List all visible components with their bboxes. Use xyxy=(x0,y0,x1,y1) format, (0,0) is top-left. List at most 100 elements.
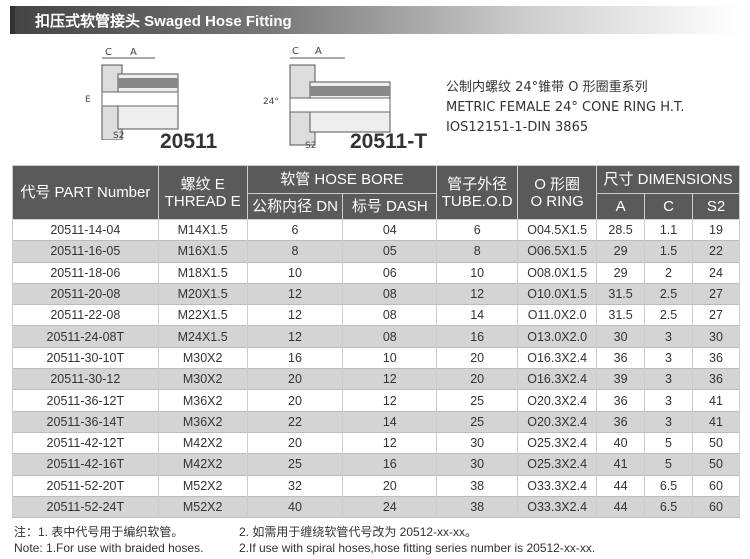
cell-tube: 8 xyxy=(436,240,519,263)
cell-dn: 10 xyxy=(246,262,344,284)
cell-dash: 12 xyxy=(342,389,438,412)
cell-s2: 41 xyxy=(692,411,740,433)
cell-thread: M14X1.5 xyxy=(157,219,248,241)
cell-thread: M20X1.5 xyxy=(157,283,248,305)
fitting-code: 20511 xyxy=(160,130,218,153)
cell-tube: 30 xyxy=(436,453,519,476)
section-title: 扣压式软管接头 Swaged Hose Fitting xyxy=(35,13,292,30)
cell-c: 1.5 xyxy=(644,240,693,263)
cell-s2: 60 xyxy=(692,496,740,518)
label-a: A xyxy=(130,47,137,58)
table-row: 20511-36-14T M36X2 22 14 25 O20.3X2.4 36 3 41 xyxy=(12,411,740,433)
cell-oring: O16.3X2.4 xyxy=(517,368,598,390)
cell-dn: 6 xyxy=(246,219,344,241)
cell-tube: 25 xyxy=(436,389,519,412)
cell-part: 20511-42-12T xyxy=(12,432,159,454)
cell-tube: 20 xyxy=(436,368,519,390)
cell-dn: 20 xyxy=(246,432,344,454)
note-1-cn: 注：1. 表中代号用于编织软管。 xyxy=(14,525,184,539)
cell-tube: 38 xyxy=(436,475,519,497)
cell-dn: 8 xyxy=(246,240,344,263)
cell-c: 3 xyxy=(644,368,693,390)
cell-part: 20511-22-08 xyxy=(12,304,159,326)
label-angle: 24° xyxy=(263,97,279,107)
cell-thread: M36X2 xyxy=(157,389,248,412)
description-cn: 公制内螺纹 24°锥带 O 形圈重系列 xyxy=(446,80,648,95)
header-dash: 标号 DASH xyxy=(342,193,438,220)
cell-tube: 14 xyxy=(436,304,519,326)
header-c: C xyxy=(644,193,693,220)
cell-part: 20511-36-14T xyxy=(12,411,159,433)
cell-dash: 12 xyxy=(342,432,438,454)
cell-a: 28.5 xyxy=(596,219,646,241)
cell-c: 3 xyxy=(644,411,693,433)
cell-thread: M18X1.5 xyxy=(157,262,248,284)
cell-dn: 25 xyxy=(246,453,344,476)
header-oring: O 形圈 O RING xyxy=(517,165,598,220)
cell-dash: 08 xyxy=(342,304,438,326)
fitting-20511-t-drawing: C A 24° S2 xyxy=(263,46,391,150)
cell-part: 20511-42-16T xyxy=(12,453,159,476)
table-row: 20511-20-08 M20X1.5 12 08 12 O10.0X1.5 31.5 2.5… xyxy=(12,283,740,305)
note-2-en: 2.If use with spiral hoses,hose fitting … xyxy=(239,541,596,555)
table-row: 20511-30-12 M30X2 20 12 20 O16.3X2.4 39 3 36 xyxy=(12,368,740,390)
cell-dn: 12 xyxy=(246,283,344,305)
cell-dash: 14 xyxy=(342,411,438,433)
cell-tube: 10 xyxy=(436,262,519,284)
cell-oring: O04.5X1.5 xyxy=(517,219,598,241)
header-dn: 公称内径 DN xyxy=(246,193,344,220)
cell-a: 36 xyxy=(596,347,646,369)
cell-a: 44 xyxy=(596,475,646,497)
cell-thread: M42X2 xyxy=(157,432,248,454)
cell-s2: 22 xyxy=(692,240,740,263)
cell-s2: 27 xyxy=(692,283,740,305)
header-s2: S2 xyxy=(692,193,740,220)
description-en: METRIC FEMALE 24° CONE RING H.T. xyxy=(446,100,685,115)
cell-a: 41 xyxy=(596,453,646,476)
cell-s2: 41 xyxy=(692,389,740,412)
cell-dash: 20 xyxy=(342,475,438,497)
cell-s2: 60 xyxy=(692,475,740,497)
spec-table: 代号 PART Number 螺纹 E THREAD E 软管 HOSE BORE… xyxy=(12,165,740,518)
cell-part: 20511-52-24T xyxy=(12,496,159,518)
cell-oring: O13.0X2.0 xyxy=(517,325,598,348)
table-row: 20511-22-08 M22X1.5 12 08 14 O11.0X2.0 31.5 2.5… xyxy=(12,304,740,326)
cell-a: 30 xyxy=(596,325,646,348)
cell-tube: 6 xyxy=(436,219,519,241)
cell-a: 40 xyxy=(596,432,646,454)
cell-thread: M52X2 xyxy=(157,475,248,497)
header-dimensions: 尺寸 DIMENSIONS xyxy=(596,165,740,194)
cell-dash: 04 xyxy=(342,219,438,241)
cell-a: 36 xyxy=(596,389,646,412)
cell-thread: M30X2 xyxy=(157,347,248,369)
cell-dn: 12 xyxy=(246,325,344,348)
cell-c: 3 xyxy=(644,389,693,412)
cell-oring: O25.3X2.4 xyxy=(517,453,598,476)
cell-a: 36 xyxy=(596,411,646,433)
cell-c: 2.5 xyxy=(644,304,693,326)
cell-part: 20511-36-12T xyxy=(12,389,159,412)
cell-oring: O16.3X2.4 xyxy=(517,347,598,369)
header-tube: 管子外径 TUBE.O.D xyxy=(436,165,519,220)
cell-oring: O20.3X2.4 xyxy=(517,389,598,412)
cell-s2: 36 xyxy=(692,347,740,369)
note-1-en: Note: 1.For use with braided hoses. xyxy=(14,541,204,555)
table-row: 20511-52-20T M52X2 32 20 38 O33.3X2.4 44 6.5 60 xyxy=(12,475,740,497)
cell-c: 3 xyxy=(644,347,693,369)
cell-c: 1.1 xyxy=(644,219,693,241)
description-standard: IOS12151-1-DIN 3865 xyxy=(446,120,589,135)
cell-dn: 20 xyxy=(246,389,344,412)
label-c: C xyxy=(105,47,112,58)
cell-dn: 32 xyxy=(246,475,344,497)
table-row: 20511-24-08T M24X1.5 12 08 16 O13.0X2.0 30 3 30 xyxy=(12,325,740,348)
label-s2: S2 xyxy=(305,141,316,150)
cell-thread: M24X1.5 xyxy=(157,325,248,348)
cell-tube: 12 xyxy=(436,283,519,305)
cell-dash: 12 xyxy=(342,368,438,390)
fitting-20511-drawing: C A E S2 xyxy=(85,47,179,140)
cell-s2: 19 xyxy=(692,219,740,241)
cell-dn: 20 xyxy=(246,368,344,390)
cell-part: 20511-18-06 xyxy=(12,262,159,284)
cell-part: 20511-16-05 xyxy=(12,240,159,263)
table-row: 20511-52-24T M52X2 40 24 38 O33.3X2.4 44 6.5 60 xyxy=(12,496,740,518)
